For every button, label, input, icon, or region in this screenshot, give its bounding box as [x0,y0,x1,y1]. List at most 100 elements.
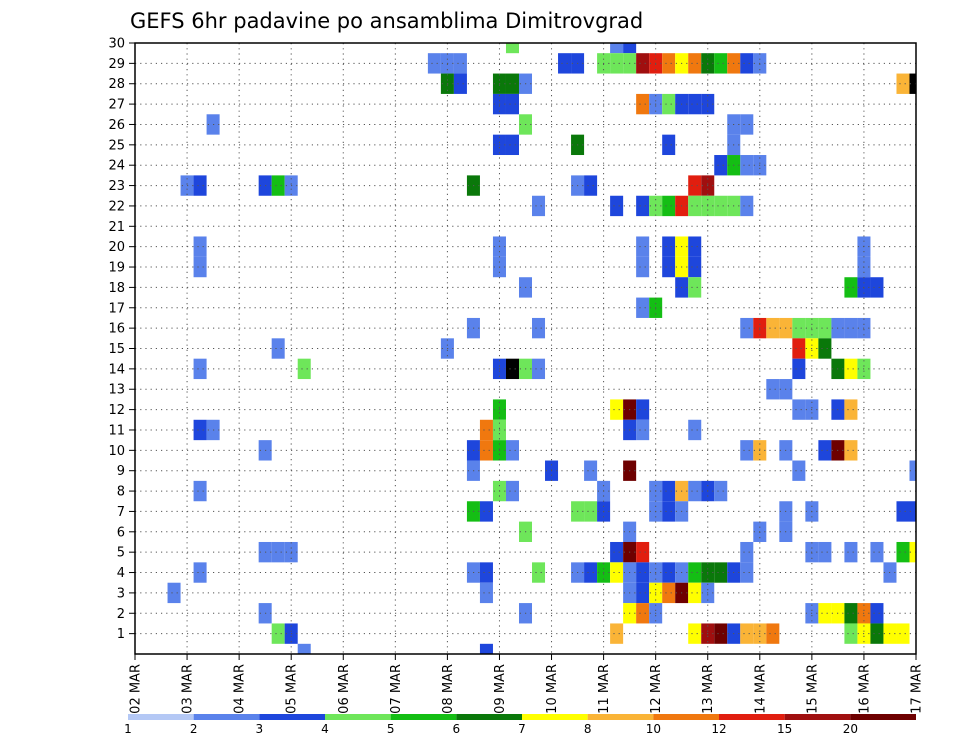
heatmap-cell [479,419,493,441]
x-tick-label: 12 MAR [649,664,664,714]
colorbar-swatch [325,714,391,720]
heatmap-cell [688,175,702,196]
heatmap-cell [740,541,754,563]
heatmap-cell [896,541,910,563]
heatmap-cell [688,195,702,217]
heatmap-cell [662,582,676,604]
heatmap-cell [636,256,650,278]
heatmap-cell [636,541,650,563]
heatmap-cell [792,317,806,339]
heatmap-cell [688,93,702,115]
x-tick-label: 08 MAR [441,664,456,714]
x-tick-label: 02 MAR [129,664,144,714]
heatmap-cell [584,175,598,196]
chart-title: GEFS 6hr padavine po ansamblima Dimitrov… [130,9,643,33]
x-tick-label: 17 MAR [910,664,925,714]
heatmap-cell [688,480,702,502]
heatmap-cell [844,358,858,380]
colorbar-swatch [456,714,522,720]
colorbar-swatch [193,714,260,720]
y-tick-label: 27 [108,98,125,113]
colorbar-label: 20 [843,722,858,736]
heatmap-cell [271,338,285,359]
y-tick-label: 18 [108,281,125,296]
y-tick-label: 1 [117,627,125,642]
heatmap-cell [896,501,910,522]
colorbar-label: 1 [124,722,132,736]
heatmap-cell [714,53,728,74]
heatmap-cell [740,114,754,135]
heatmap-cell [740,317,754,339]
heatmap-cell [909,73,916,94]
heatmap-cell [662,256,676,278]
heatmap-cell [792,460,806,481]
heatmap-cell [193,175,207,196]
heatmap-cell [636,297,650,318]
heatmap-cell [193,236,207,257]
heatmap-cell [844,623,858,644]
heatmap-cell [688,562,702,583]
y-tick-label: 24 [108,159,125,174]
colorbar-label: 10 [646,722,661,736]
x-tick-label: 09 MAR [493,664,508,714]
heatmap-cell [792,358,806,380]
heatmap-cell [870,603,884,624]
heatmap-cell [818,338,832,359]
heatmap-cell [740,195,754,217]
heatmap-cell [623,43,637,54]
heatmap-cell [505,43,519,54]
heatmap-cell [193,480,207,502]
colorbar-swatch [128,714,194,720]
x-tick-label: 11 MAR [597,664,612,714]
heatmap-cell [909,501,916,522]
x-tick-label: 14 MAR [753,664,768,714]
heatmap-cell [584,460,598,481]
heatmap-cell [844,277,858,298]
heatmap-cell [636,603,650,624]
heatmap-cell [193,256,207,278]
heatmap-cell [909,541,916,563]
x-tick-label: 05 MAR [285,664,300,714]
colorbar-label: 6 [453,722,461,736]
heatmap-cell [714,195,728,217]
heatmap-cell [766,623,780,644]
y-tick-label: 12 [108,403,125,418]
y-tick-label: 30 [108,37,125,52]
heatmap-cell [636,53,650,74]
heatmap-cell [896,623,910,644]
y-tick-label: 11 [108,423,125,438]
y-tick-label: 20 [108,240,125,255]
y-tick-label: 29 [108,57,125,72]
colorbar-label: 5 [387,722,395,736]
colorbar-label: 3 [256,722,264,736]
heatmap-cell [271,175,285,196]
colorbar-swatch [522,714,588,720]
colorbar-label: 4 [321,722,329,736]
heatmap-cell [636,399,650,420]
heatmap-cell [688,582,702,604]
heatmap-cell [844,603,858,624]
heatmap-cell [479,501,493,522]
heatmap-cell [505,440,519,461]
heatmap-cell [818,440,832,461]
y-tick-label: 28 [108,77,125,92]
heatmap-cell [636,419,650,441]
heatmap-cell [740,562,754,583]
heatmap-cell [740,155,754,176]
heatmap-cell [558,53,572,74]
heatmap-cell [714,480,728,502]
y-tick-label: 6 [117,525,125,540]
heatmap-cell [714,623,728,644]
heatmap-cell [636,582,650,604]
y-tick-label: 8 [117,485,125,500]
colorbar-label: 8 [584,722,592,736]
colorbar-label: 15 [777,722,792,736]
heatmap-cell [662,93,676,115]
heatmap-cell [271,623,285,644]
colorbar-label: 7 [518,722,526,736]
y-tick-label: 25 [108,138,125,153]
y-tick-label: 2 [117,607,125,622]
heatmap-cell [427,53,441,74]
x-tick-label: 06 MAR [337,664,352,714]
